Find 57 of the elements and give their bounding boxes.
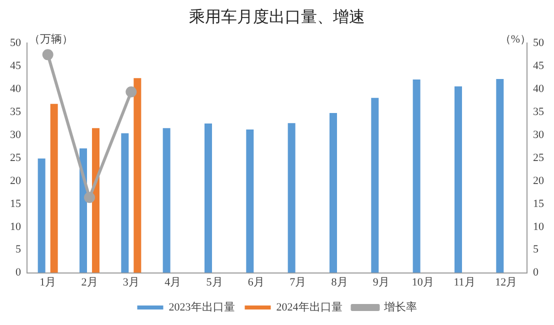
y-tick-label: 40 [10,83,22,96]
y-tick-label: 5 [16,244,22,256]
chart-title: 乘用车月度出口量、增速 [189,8,365,26]
bar [38,158,46,273]
x-tick-label: 9月 [372,276,390,288]
bar [371,98,379,273]
bar [204,124,212,273]
y2-tick-label: 5 [533,244,539,256]
y-tick-label: 25 [10,152,22,164]
y2-tick-label: 40 [533,83,544,96]
y-tick-label: 45 [10,60,22,72]
y2-tick-label: 15 [533,198,544,210]
y2-tick-label: 0 [533,266,539,279]
y-tick-label: 15 [10,198,22,210]
y-tick-label: 30 [10,128,22,141]
bar [288,123,296,273]
y-tick-label: 20 [10,174,22,187]
point [126,86,137,98]
x-tick-label: 8月 [331,276,348,288]
bar [92,128,100,273]
y-tick-label: 0 [16,266,22,279]
legend-label: 增长率 [382,300,417,314]
y-axis-title: （万辆） [29,34,73,46]
y2-tick-label: 20 [533,174,544,187]
legend-label: 2023年出口量 [168,300,235,314]
bar [50,104,58,273]
x-tick-label: 6月 [248,276,264,288]
y2-tick-label: 50 [533,37,544,50]
x-tick-label: 7月 [290,276,306,288]
x-tick-label: 1月 [40,276,56,288]
x-tick-label: 10月 [412,276,434,288]
x-tick-label: 5月 [206,276,223,288]
y2-tick-label: 10 [533,220,544,233]
bar [496,79,504,273]
y2-tick-label: 45 [533,60,544,72]
bar [121,133,129,273]
point [84,192,95,203]
x-tick-label: 12月 [495,276,518,288]
bar [454,86,462,273]
x-tick-label: 4月 [164,276,182,288]
bar [134,78,142,273]
y2-axis-title: （%） [500,34,531,46]
x-tick-label: 11月 [454,276,476,288]
y-tick-label: 10 [10,220,22,233]
y-tick-label: 50 [10,37,22,50]
bar [162,128,170,273]
y-tick-label: 35 [10,106,22,118]
x-tick-label: 3月 [122,276,140,288]
bar [330,113,337,273]
point [42,49,54,60]
y2-tick-label: 35 [533,106,544,118]
y2-tick-label: 25 [533,152,544,164]
y2-tick-label: 30 [533,128,544,141]
legend-label: 2024年出口量 [276,300,342,314]
bar [412,79,420,273]
bar [246,130,254,273]
x-tick-label: 2月 [81,276,98,288]
